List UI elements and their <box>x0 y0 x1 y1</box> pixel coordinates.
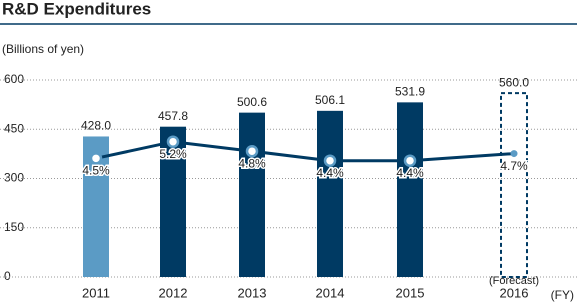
bar-label: 531.9 <box>395 85 425 99</box>
bar-label: 457.8 <box>158 109 188 123</box>
y-tick-label: 0 <box>4 269 11 283</box>
x-tick-label: 2015 <box>396 285 425 300</box>
bar-label: 506.1 <box>315 93 345 107</box>
bar <box>239 112 265 278</box>
x-tick-label: 2011 <box>82 285 110 300</box>
bar-label: 500.6 <box>237 95 267 109</box>
point <box>89 152 103 165</box>
point <box>510 150 518 158</box>
point-label: 4.4% <box>396 166 424 180</box>
x-tick-label: 2016 <box>500 285 529 300</box>
point <box>245 144 259 158</box>
x-tick-label: 2012 <box>159 285 188 300</box>
bar <box>500 92 528 278</box>
bar <box>160 126 186 278</box>
y-tick-label: 450 <box>4 121 24 135</box>
point-label: 4.5% <box>82 163 110 177</box>
point-label: 4.7% <box>500 159 528 173</box>
y-tick-label: 600 <box>4 72 24 86</box>
point <box>403 154 417 167</box>
bar <box>397 102 423 277</box>
point-label: 5.2% <box>159 147 187 161</box>
y-axis-label: (Billions of yen) <box>2 42 84 56</box>
point-label: 4.8% <box>238 156 266 170</box>
x-axis-label: (FY) <box>551 288 574 302</box>
line <box>95 140 515 163</box>
forecast-note: (Forecast) <box>489 275 539 287</box>
point-label: 4.4% <box>316 166 344 180</box>
y-tick-label: 150 <box>4 220 24 234</box>
y-tick-label: 300 <box>4 171 24 185</box>
chart-title: R&D Expenditures <box>2 0 151 18</box>
x-tick-label: 2014 <box>316 285 345 300</box>
point <box>166 135 180 148</box>
bar-label: 560.0 <box>499 75 529 89</box>
bar <box>317 110 343 277</box>
point <box>323 154 337 167</box>
bar-label: 428.0 <box>81 119 111 133</box>
x-tick-label: 2013 <box>238 285 267 300</box>
